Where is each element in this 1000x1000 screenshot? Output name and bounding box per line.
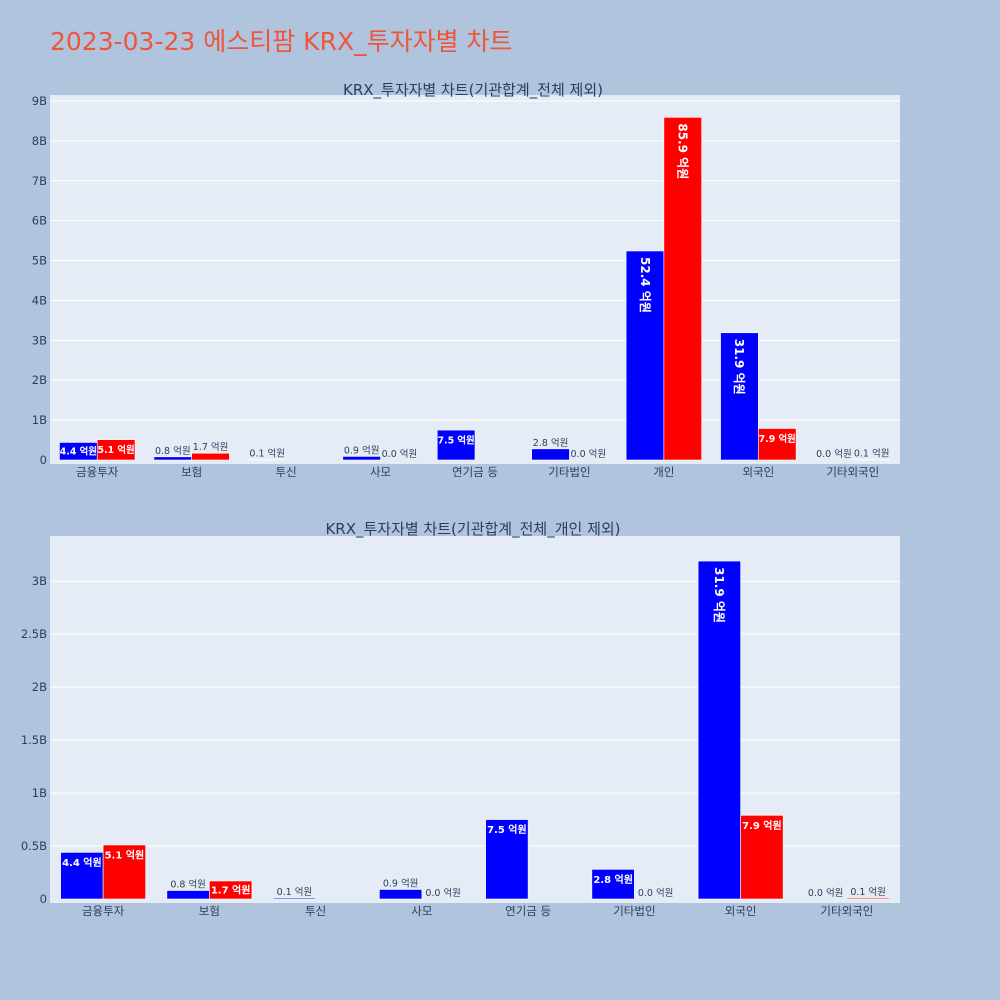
y-tick-label: 0 (40, 892, 47, 906)
bar-buy (625, 250, 665, 461)
data-label: 0.0 억원 (425, 887, 461, 899)
data-label: 1.7 억원 (193, 441, 229, 453)
y-tick-label: 2B (32, 680, 47, 694)
data-label: 52.4 억원 (638, 257, 652, 313)
data-label: 0.0 억원 (571, 448, 607, 460)
data-label: 2.8 억원 (533, 437, 569, 449)
chart-title: KRX_투자자별 차트(기관합계_전체 제외) (343, 81, 603, 100)
data-label: 7.9 억원 (742, 819, 782, 832)
x-tick-label: 개인 (653, 465, 674, 479)
x-tick-label: 금융투자 (76, 465, 119, 479)
data-label: 2.8 억원 (593, 873, 633, 886)
bar-buy (591, 869, 635, 900)
chart-krx-excl-institution-individual: 0 0.5B 1B 1.5B 2B 2.5B 3B KRX_투자자별 차트(기관합계_전체_개… (21, 520, 900, 918)
data-label: 0.1 억원 (277, 886, 313, 898)
data-label: 0.8 억원 (155, 445, 191, 457)
plot-area (50, 95, 900, 464)
x-tick-label: 투신 (305, 904, 326, 918)
bar-sell (96, 439, 136, 461)
data-label: 0.0 억원 (382, 448, 418, 460)
y-tick-label: 0.5B (21, 839, 47, 853)
chart-krx-excl-institution: 0 1B 2B 3B 4B 5B 6B 7B 8B 9B KRX_투자자별 차트(기관합계_전체 제… (32, 81, 900, 479)
bar-buy (485, 819, 529, 900)
y-tick-label: 3B (32, 333, 47, 347)
chart-title: KRX_투자자별 차트(기관합계_전체_개인 제외) (325, 520, 620, 539)
data-label: 4.4 억원 (62, 856, 102, 869)
y-tick-label: 2B (32, 373, 47, 387)
bar-buy (153, 456, 192, 461)
y-tick-label: 5B (32, 254, 47, 268)
bar-buy (342, 456, 381, 461)
x-tick-label: 외국인 (742, 465, 774, 479)
bar-sell (191, 452, 230, 461)
y-tick-label: 9B (32, 94, 47, 108)
y-tick-label: 8B (32, 134, 47, 148)
x-tick-label: 투신 (276, 465, 297, 479)
y-tick-label: 2.5B (21, 627, 47, 641)
x-tick-label: 보험 (181, 465, 202, 479)
data-label: 7.9 억원 (759, 433, 796, 445)
data-label: 0.1 억원 (249, 448, 285, 460)
data-label: 1.7 억원 (211, 883, 251, 896)
data-label: 0.8 억원 (170, 879, 206, 891)
x-tick-label: 연기금 등 (452, 465, 498, 479)
bar-sell (846, 897, 890, 900)
data-label: 0.0 억원 (808, 887, 844, 899)
bar-buy (60, 852, 104, 900)
bar-sell (758, 428, 797, 461)
data-label: 4.4 억원 (60, 446, 97, 458)
x-tick-label: 기타외국인 (826, 465, 879, 479)
x-tick-label: 금융투자 (82, 904, 125, 918)
y-tick-label: 7B (32, 174, 47, 188)
data-label: 0.0 억원 (638, 887, 674, 899)
bar-sell (209, 880, 253, 900)
data-label: 31.9 억원 (732, 339, 746, 395)
y-tick-label: 6B (32, 214, 47, 228)
x-tick-label: 외국인 (725, 904, 757, 918)
y-tick-label: 1.5B (21, 733, 47, 747)
y-tick-label: 3B (32, 574, 47, 588)
bar-buy (531, 448, 570, 461)
bar-buy (697, 560, 741, 900)
bar-buy (379, 889, 423, 900)
bar-sell (663, 117, 702, 461)
data-label: 0.1 억원 (854, 448, 890, 460)
data-label: 0.0 억원 (816, 448, 852, 460)
y-tick-label: 0 (40, 453, 47, 467)
data-label: 0.9 억원 (383, 877, 419, 889)
bar-buy (272, 897, 316, 900)
data-label: 5.1 억원 (98, 444, 135, 456)
x-tick-label: 사모 (411, 904, 432, 918)
bar-sell (740, 815, 784, 900)
x-tick-label: 기타법인 (548, 465, 590, 479)
data-label: 7.5 억원 (438, 434, 475, 446)
data-label: 5.1 억원 (105, 848, 145, 861)
bar-buy (436, 429, 476, 461)
x-tick-label: 연기금 등 (505, 904, 551, 918)
x-tick-label: 보험 (199, 904, 220, 918)
bar-sell (102, 844, 146, 900)
data-label: 85.9 억원 (676, 123, 690, 179)
bar-buy (166, 890, 210, 900)
data-label: 0.9 억원 (344, 444, 380, 456)
data-label: 31.9 억원 (712, 567, 726, 623)
x-tick-label: 기타법인 (613, 904, 655, 918)
y-tick-label: 1B (32, 413, 47, 427)
y-tick-label: 1B (32, 786, 47, 800)
y-tick-label: 4B (32, 293, 47, 307)
data-label: 7.5 억원 (487, 823, 527, 836)
data-label: 0.1 억원 (850, 886, 886, 898)
x-tick-label: 사모 (370, 465, 391, 479)
bar-buy (720, 332, 759, 461)
x-tick-label: 기타외국인 (820, 904, 873, 918)
page-title: 2023-03-23 에스티팜 KRX_투자자별 차트 (50, 27, 513, 56)
